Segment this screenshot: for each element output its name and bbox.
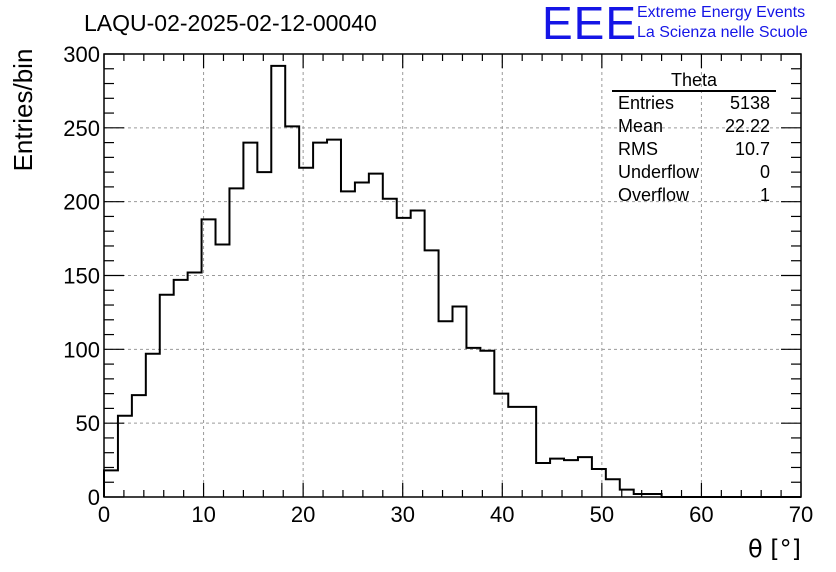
- y-axis-label: Entries/bin: [8, 49, 38, 172]
- stats-box-rule: [612, 90, 776, 92]
- stats-row-rms: RMS 10.7: [618, 139, 770, 161]
- stats-row-overflow: Overflow 1: [618, 185, 770, 207]
- chart-title: LAQU-02-2025-02-12-00040: [84, 10, 377, 36]
- x-tick-labels: 0 10 20 30 40 50 60 70: [98, 502, 813, 527]
- y-tick-labels: 0 50 100 150 200 250 300: [63, 42, 100, 510]
- stats-label: Overflow: [618, 185, 690, 205]
- stats-row-underflow: Underflow 0: [618, 162, 770, 184]
- y-tick-label: 200: [63, 190, 100, 215]
- stats-label: Entries: [618, 93, 675, 113]
- stats-label: Mean: [618, 116, 664, 136]
- histogram-line: [103, 64, 801, 498]
- y-tick-label: 150: [63, 264, 100, 289]
- x-axis-label: θ [°]: [748, 535, 801, 563]
- x-tick-label: 50: [590, 502, 614, 527]
- y-tick-label: 300: [63, 42, 100, 67]
- stats-row-mean: Mean 22.22: [618, 116, 770, 138]
- stats-value: 22.22: [724, 116, 770, 136]
- y-tick-label: 100: [63, 337, 100, 362]
- stats-value: 0: [759, 162, 770, 182]
- y-tick-label: 250: [63, 116, 100, 141]
- grid-lines: [104, 54, 801, 497]
- stats-label: Underflow: [618, 162, 700, 182]
- stats-value: 1: [759, 185, 770, 205]
- logo-line-2: La Scienza nelle Scuole: [637, 24, 808, 41]
- x-tick-label: 20: [291, 502, 315, 527]
- stats-value: 10.7: [734, 139, 770, 159]
- stats-box-title: Theta: [670, 70, 718, 90]
- y-tick-label: 50: [76, 411, 100, 436]
- axis-ticks: [103, 53, 802, 498]
- x-tick-label: 60: [689, 502, 713, 527]
- x-tick-label: 0: [98, 502, 110, 527]
- eee-logo: EEE: [542, 0, 638, 49]
- x-tick-label: 30: [390, 502, 414, 527]
- x-tick-label: 10: [191, 502, 215, 527]
- logo-line-1: Extreme Energy Events: [637, 4, 806, 21]
- y-tick-label: 0: [88, 485, 100, 510]
- stats-row-entries: Entries 5138: [618, 93, 770, 115]
- stats-label: RMS: [618, 139, 658, 159]
- stats-value: 5138: [729, 93, 770, 113]
- x-tick-label: 70: [789, 502, 813, 527]
- x-tick-label: 40: [490, 502, 514, 527]
